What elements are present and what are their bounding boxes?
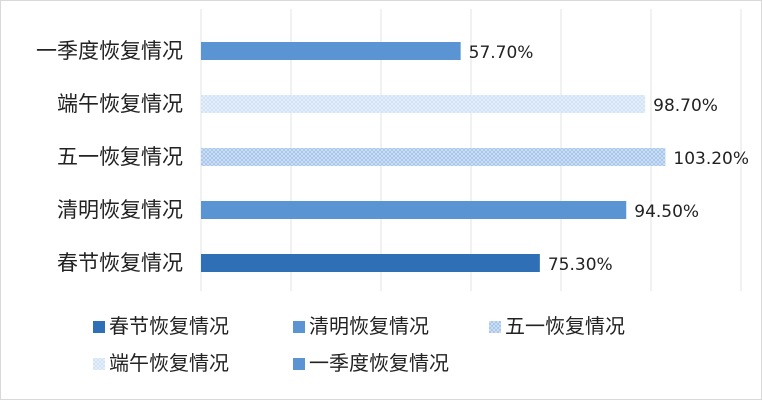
legend-label: 五一恢复情况 xyxy=(505,314,625,338)
data-label: 98.70% xyxy=(653,96,718,116)
legend-label: 清明恢复情况 xyxy=(309,314,429,338)
bar-1 xyxy=(201,254,540,272)
data-label: 103.20% xyxy=(673,149,749,169)
legend-label: 春节恢复情况 xyxy=(109,314,229,338)
category-label: 五一恢复情况 xyxy=(57,145,183,169)
legend-swatch xyxy=(293,358,305,370)
category-label: 一季度恢复情况 xyxy=(36,39,183,63)
category-label: 清明恢复情况 xyxy=(57,198,183,222)
bar-2 xyxy=(201,201,627,219)
data-label: 57.70% xyxy=(469,43,534,63)
legend-swatch xyxy=(293,321,305,333)
category-label: 春节恢复情况 xyxy=(57,251,183,275)
bar-5 xyxy=(201,42,461,60)
legend-swatch xyxy=(93,321,105,333)
legend-label: 一季度恢复情况 xyxy=(309,351,449,375)
category-label: 端午恢复情况 xyxy=(57,92,183,116)
data-label: 75.30% xyxy=(548,255,613,275)
legend-label: 端午恢复情况 xyxy=(109,351,229,375)
bar-3 xyxy=(201,148,666,166)
bar-4 xyxy=(201,95,646,113)
legend-swatch xyxy=(489,321,501,333)
data-label: 94.50% xyxy=(634,202,699,222)
legend-swatch xyxy=(93,358,105,370)
